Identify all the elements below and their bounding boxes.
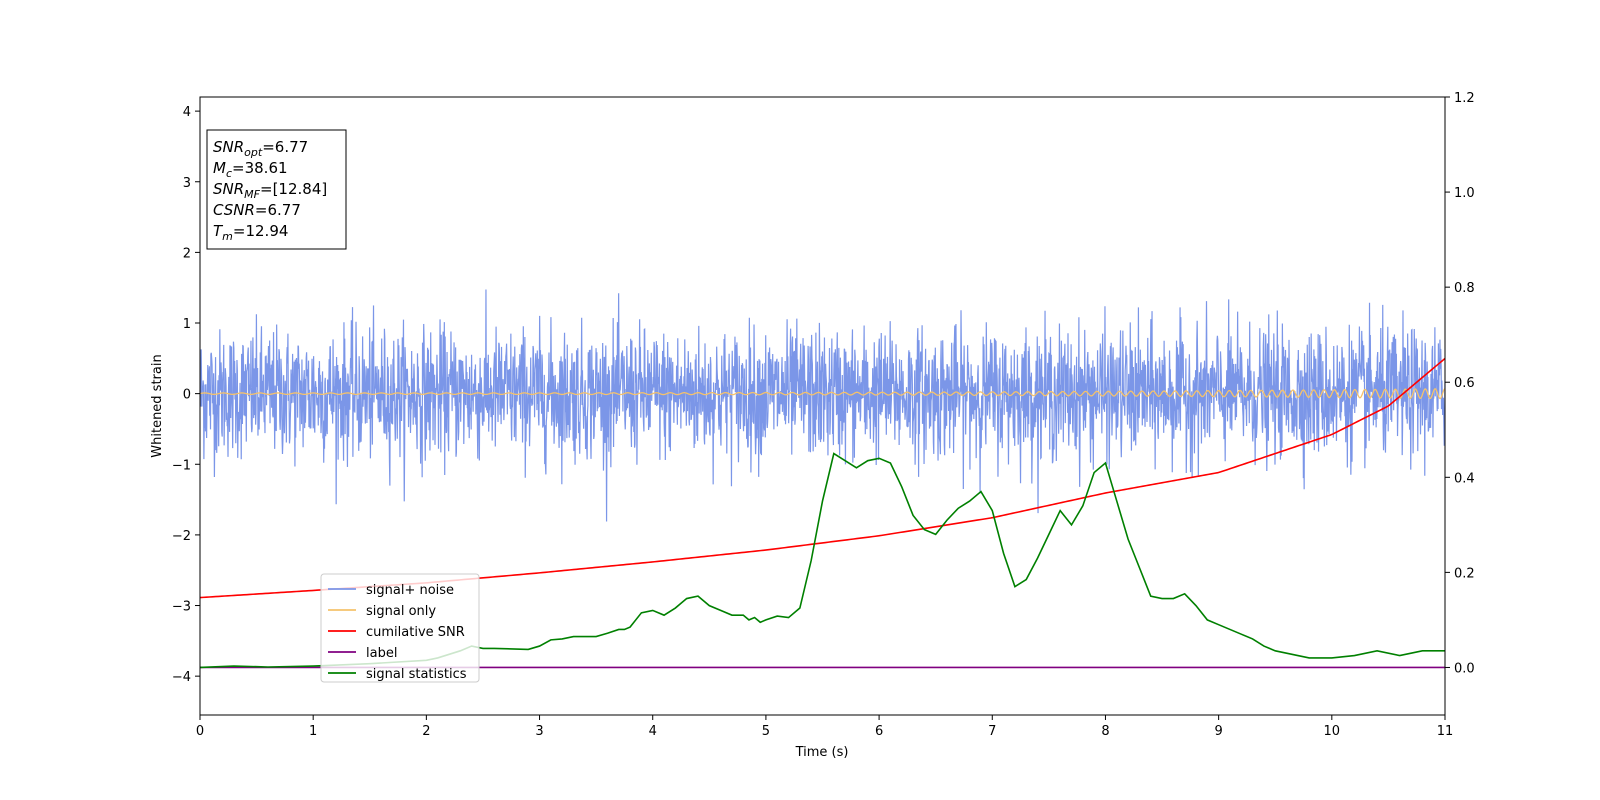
y-tick-label: −1 <box>172 458 191 473</box>
y2-tick-label: 0.2 <box>1454 566 1475 581</box>
annotation-frame <box>206 129 347 250</box>
y-tick-label: −3 <box>172 600 191 615</box>
x-tick-label: 2 <box>422 724 430 739</box>
series-signal-plus-noise-line <box>200 289 1445 522</box>
x-tick-label: 8 <box>1101 724 1109 739</box>
annotation-symbol: SNR <box>213 138 244 156</box>
annotation-symbol: T <box>213 222 224 240</box>
annotation-symbol: CSNR <box>213 201 255 219</box>
y2-axis-ticks: 0.0 0.2 0.4 0.6 0.8 1.0 1.2 <box>1445 91 1475 676</box>
plot-frame <box>199 96 1446 716</box>
series-signal-only-line <box>200 388 1445 400</box>
y-tick-label: 0 <box>183 388 191 403</box>
y2-tick-label: 0.8 <box>1454 281 1475 296</box>
legend-entry-label: label <box>366 646 397 661</box>
annotation-value: =6.77 <box>255 201 301 219</box>
y-tick-label: −2 <box>172 529 191 544</box>
x-tick-label: 0 <box>196 724 204 739</box>
x-tick-label: 11 <box>1437 724 1454 739</box>
x-axis-ticks: 0 1 2 3 4 5 6 7 8 9 10 11 <box>196 715 1453 739</box>
y-axis-label: Whitened strain <box>150 354 165 457</box>
x-tick-label: 1 <box>309 724 317 739</box>
legend-frame <box>320 573 480 683</box>
legend: signal+ noise signal only cumilative SNR la… <box>320 573 480 683</box>
annotation-subscript: opt <box>244 146 263 159</box>
annotation-line: SNRMF=[12.84] <box>213 180 327 201</box>
y2-tick-label: 0.0 <box>1454 661 1475 676</box>
y-tick-label: 2 <box>183 246 191 261</box>
annotation-symbol: M <box>213 159 226 177</box>
x-tick-label: 5 <box>762 724 770 739</box>
y-axis-ticks: 4 3 2 1 0 −1 −2 −3 −4 <box>172 105 200 685</box>
annotation-lines: SNRopt=6.77Mc=38.61SNRMF=[12.84]CSNR=6.7… <box>213 138 327 243</box>
x-tick-label: 10 <box>1324 724 1341 739</box>
legend-entry-label: signal statistics <box>366 667 467 682</box>
annotation-line: SNRopt=6.77 <box>213 138 308 159</box>
y-tick-label: 3 <box>183 176 191 191</box>
legend-entry-label: cumilative SNR <box>366 625 465 640</box>
x-tick-label: 7 <box>988 724 996 739</box>
y2-tick-label: 1.0 <box>1454 186 1475 201</box>
annotation-value: =38.61 <box>232 159 288 177</box>
legend-items: signal+ noise signal only cumilative SNR la… <box>328 583 467 682</box>
annotation-line: Tm=12.94 <box>213 222 288 243</box>
y-tick-label: 1 <box>183 317 191 332</box>
annotation-symbol: SNR <box>213 180 244 198</box>
y2-tick-label: 1.2 <box>1454 91 1475 106</box>
y-tick-label: −4 <box>172 670 191 685</box>
x-tick-label: 6 <box>875 724 883 739</box>
annotation-subscript: MF <box>244 188 260 201</box>
annotation-value: =12.94 <box>233 222 289 240</box>
x-tick-label: 3 <box>535 724 543 739</box>
legend-entry-label: signal+ noise <box>366 583 454 598</box>
x-tick-label: 9 <box>1214 724 1222 739</box>
x-tick-label: 4 <box>649 724 657 739</box>
annotation-subscript: m <box>222 230 233 243</box>
annotation-box: SNRopt=6.77Mc=38.61SNRMF=[12.84]CSNR=6.7… <box>206 129 347 250</box>
series-signal-statistics-line <box>200 452 1445 669</box>
y2-tick-label: 0.4 <box>1454 471 1475 486</box>
annotation-line: Mc=38.61 <box>213 159 288 180</box>
legend-entry-label: signal only <box>366 604 436 619</box>
y2-tick-label: 0.6 <box>1454 376 1475 391</box>
annotation-value: =[12.84] <box>260 180 327 198</box>
annotation-value: =6.77 <box>262 138 308 156</box>
x-axis-label: Time (s) <box>795 745 849 760</box>
annotation-subscript: c <box>226 167 232 180</box>
y-tick-label: 4 <box>183 105 191 120</box>
annotation-line: CSNR=6.77 <box>213 201 301 219</box>
